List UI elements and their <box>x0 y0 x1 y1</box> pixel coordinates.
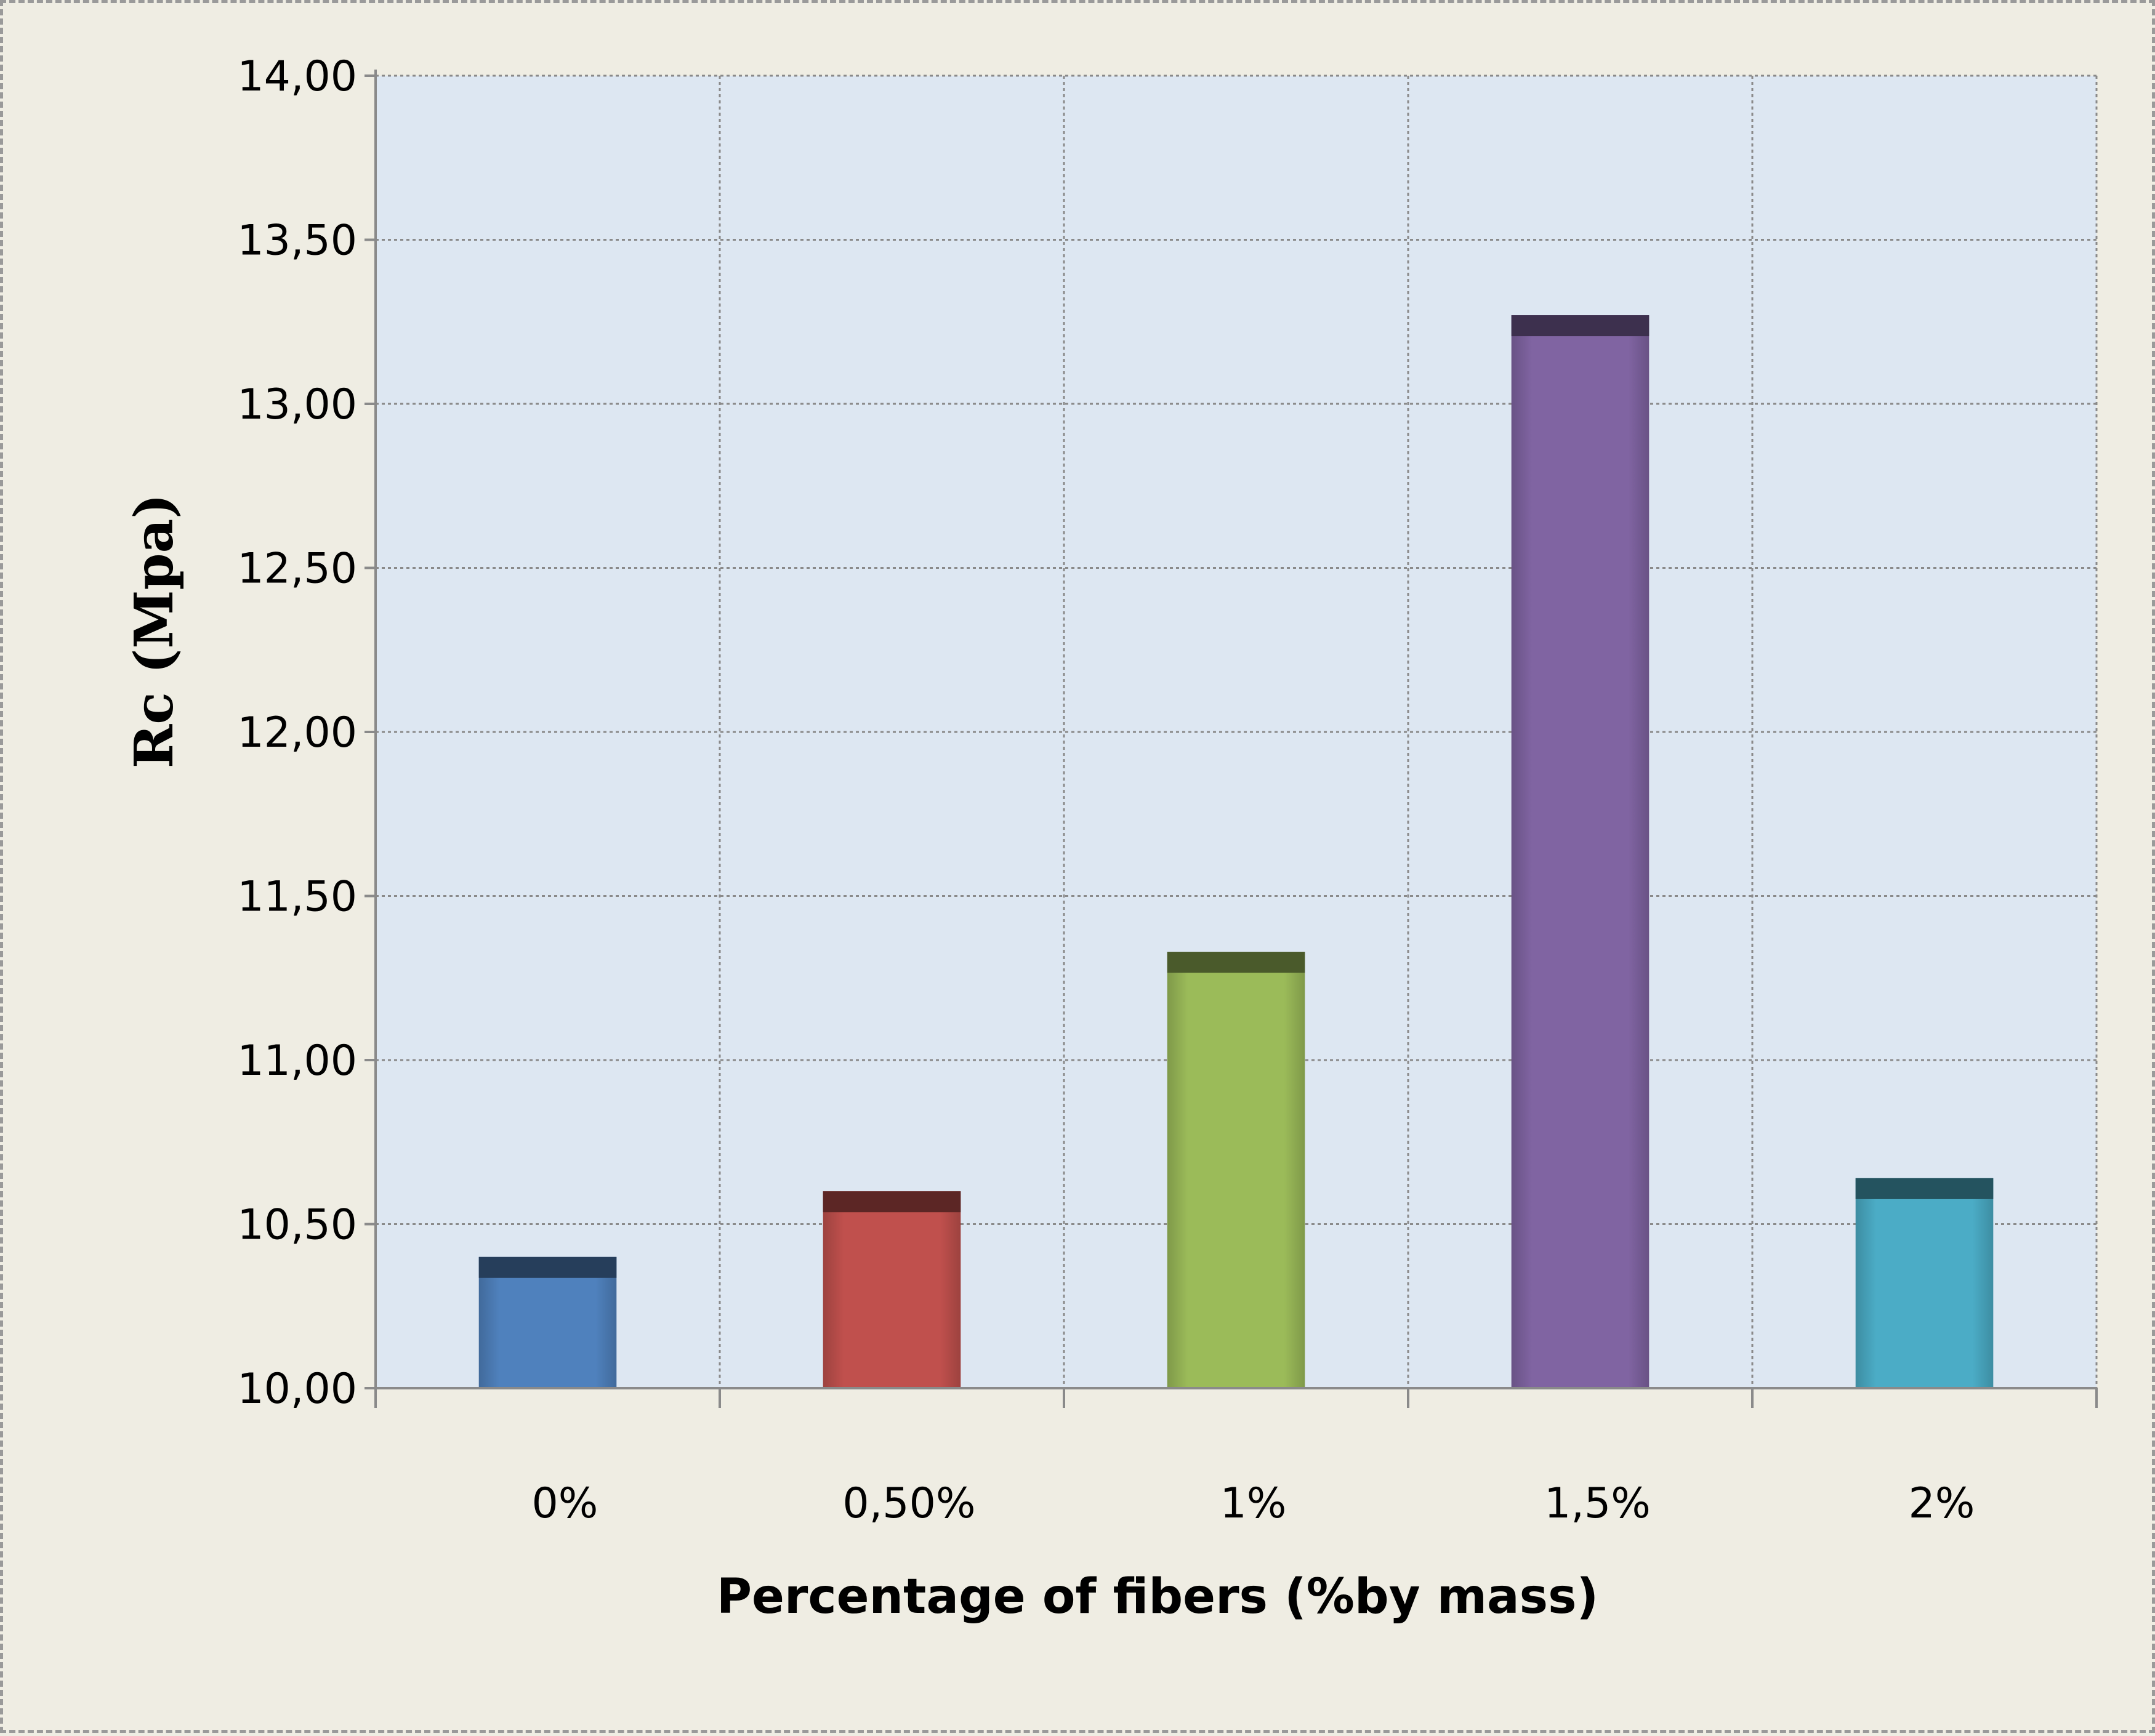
y-tick-label: 14,00 <box>237 52 357 101</box>
bars <box>478 315 1994 1388</box>
axes <box>365 70 2098 1408</box>
x-tick-label: 1,5% <box>1544 1479 1651 1528</box>
bar <box>1167 952 1305 1388</box>
bar-top-cap <box>1511 315 1649 337</box>
bar-body <box>1167 952 1305 1388</box>
bar <box>478 1256 617 1388</box>
y-tick-label: 13,00 <box>237 380 357 429</box>
x-tick-label: 0,50% <box>842 1479 975 1528</box>
bar-top-cap <box>823 1191 961 1213</box>
bar <box>1855 1178 1994 1388</box>
y-tick-label: 10,00 <box>237 1365 357 1413</box>
bar-body <box>1855 1178 1994 1388</box>
x-tick-label: 1% <box>1220 1479 1287 1528</box>
bar-body <box>823 1191 961 1388</box>
x-tick-label: 2% <box>1909 1479 1975 1528</box>
x-axis-title: Percentage of fibers (%by mass) <box>717 1569 1598 1625</box>
bar-chart: 10,00 10,50 11,00 11,50 12,00 12,50 13,00 13,50… <box>123 52 2098 1625</box>
y-tick-label: 12,50 <box>237 545 357 593</box>
bar <box>1511 315 1649 1388</box>
y-tick-label: 10,50 <box>237 1201 357 1250</box>
y-axis-title: Rc (Mpa) <box>123 494 185 768</box>
x-tick-labels: 0% 0,50% 1% 1,5% 2% <box>532 1479 1975 1528</box>
bar-body <box>478 1256 617 1388</box>
bar-top-cap <box>1855 1178 1994 1199</box>
x-tick-label: 0% <box>532 1479 598 1528</box>
bar <box>823 1191 961 1388</box>
y-tick-label: 11,50 <box>237 873 357 922</box>
bar-top-cap <box>1167 952 1305 973</box>
y-tick-label: 13,50 <box>237 217 357 265</box>
y-tick-label: 12,00 <box>237 709 357 757</box>
bar-body <box>1511 315 1649 1388</box>
bar-top-cap <box>478 1256 617 1278</box>
y-tick-label: 11,00 <box>237 1037 357 1085</box>
y-tick-labels: 10,00 10,50 11,00 11,50 12,00 12,50 13,00 13,50… <box>237 52 357 1413</box>
